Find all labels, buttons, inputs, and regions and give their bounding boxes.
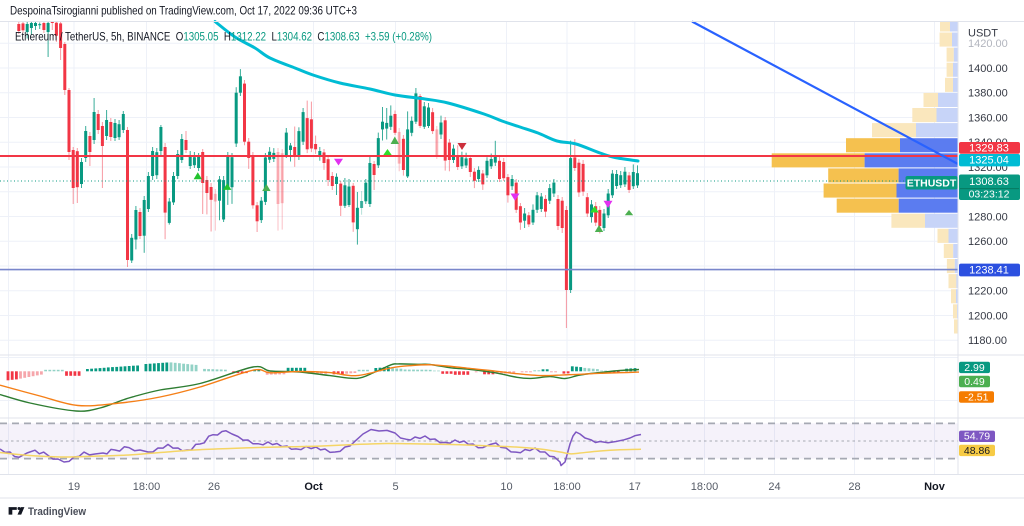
svg-text:DespoinaTsirogianni published: DespoinaTsirogianni published on Trading…	[10, 4, 357, 18]
svg-text:26: 26	[208, 481, 220, 493]
svg-text:5: 5	[392, 481, 398, 493]
svg-text:1260.00: 1260.00	[968, 236, 1008, 248]
svg-text:19: 19	[68, 481, 80, 493]
svg-text:10: 10	[500, 481, 512, 493]
svg-text:1220.00: 1220.00	[968, 286, 1008, 298]
svg-text:ETHUSDT: ETHUSDT	[907, 178, 957, 190]
svg-text:18:00: 18:00	[133, 481, 161, 493]
svg-text:1360.00: 1360.00	[968, 112, 1008, 124]
svg-text:03:23:12: 03:23:12	[969, 188, 1010, 200]
svg-text:2.99: 2.99	[964, 362, 985, 374]
svg-text:17: 17	[629, 481, 641, 493]
svg-text:Nov: Nov	[924, 481, 946, 493]
svg-text:1238.41: 1238.41	[969, 264, 1009, 276]
svg-text:28: 28	[848, 481, 860, 493]
svg-text:1200.00: 1200.00	[968, 310, 1008, 322]
svg-text:1308.63: 1308.63	[969, 176, 1009, 188]
svg-text:18:00: 18:00	[553, 481, 581, 493]
svg-text:1280.00: 1280.00	[968, 211, 1008, 223]
svg-text:-2.51: -2.51	[965, 391, 989, 403]
svg-text:Oct: Oct	[304, 481, 323, 493]
svg-text:1400.00: 1400.00	[968, 63, 1008, 75]
svg-text:48.86: 48.86	[964, 445, 990, 457]
svg-text:1420.00: 1420.00	[968, 38, 1008, 50]
svg-text:0.49: 0.49	[964, 376, 985, 388]
svg-text:USDT: USDT	[968, 28, 998, 40]
svg-text:1329.83: 1329.83	[969, 142, 1009, 154]
svg-text:24: 24	[768, 481, 780, 493]
svg-text:1325.04: 1325.04	[969, 155, 1009, 167]
svg-text:18:00: 18:00	[691, 481, 719, 493]
svg-text:TradingView: TradingView	[28, 506, 86, 518]
svg-text:54.79: 54.79	[964, 431, 990, 443]
svg-text:Ethereum / TetherUS, 5h, BINAN: Ethereum / TetherUS, 5h, BINANCE O1305.0…	[15, 30, 432, 44]
svg-text:1380.00: 1380.00	[968, 88, 1008, 100]
svg-text:1180.00: 1180.00	[968, 335, 1007, 347]
